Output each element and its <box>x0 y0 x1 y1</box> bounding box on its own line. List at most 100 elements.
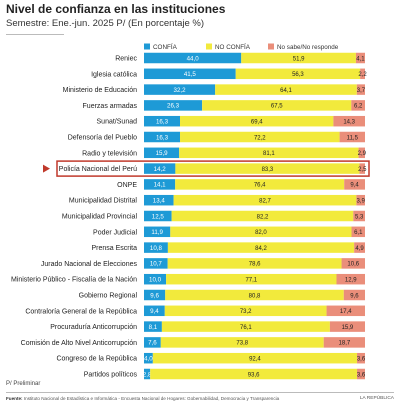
bar-segment-2 <box>150 368 358 380</box>
value-label: 4,0 <box>144 356 153 363</box>
value-label: 44,0 <box>187 55 200 62</box>
category-label: Municipalidad Distrital <box>69 198 138 205</box>
value-label: 82,0 <box>255 230 267 236</box>
bar-segment-3 <box>339 131 365 143</box>
stacked-bar-chart: CONFÍA NO CONFÍA No sabe/No responde Reniec… <box>11 42 370 380</box>
value-label: 82,2 <box>257 214 269 220</box>
footer-divider <box>6 392 394 393</box>
legend-label-3: No sabe/No responde <box>277 44 339 51</box>
value-label: 8,1 <box>149 324 158 331</box>
bar-segment-3 <box>356 194 365 206</box>
footnote: P/ Preliminar <box>6 381 41 387</box>
bar-segment-1 <box>144 289 166 301</box>
bar-segment-2 <box>180 115 334 127</box>
value-label: 10,0 <box>149 277 162 284</box>
bar-segment-1 <box>144 258 168 269</box>
bar-segment-2 <box>167 242 355 253</box>
value-label: 26,3 <box>167 103 180 110</box>
bar-segment-3 <box>355 52 365 64</box>
value-label: 10,7 <box>150 261 163 268</box>
bar-segment-2 <box>175 163 360 174</box>
value-label: 12,9 <box>345 278 357 284</box>
bar-segment-3 <box>341 258 365 269</box>
value-label: 2,5 <box>358 167 367 173</box>
bar-segment-1 <box>144 115 181 127</box>
bar-segment-1 <box>144 84 216 95</box>
value-label: 41,5 <box>184 71 197 78</box>
value-label: 51,9 <box>293 56 305 62</box>
bar-segment-1 <box>144 68 236 80</box>
category-label: Defensoría del Pueblo <box>68 135 137 142</box>
value-label: 2,9 <box>358 151 367 157</box>
bar-segment-3 <box>344 179 365 190</box>
value-label: 78,6 <box>249 262 261 268</box>
bar-segment-2 <box>164 305 327 317</box>
bar-segment-3 <box>323 337 365 348</box>
bar-segment-3 <box>353 210 365 222</box>
value-label: 83,3 <box>262 167 274 173</box>
legend-swatch-1 <box>144 43 150 50</box>
legend-swatch-3 <box>268 43 274 50</box>
legend-swatch-2 <box>206 43 212 50</box>
bar-segment-3 <box>359 163 366 174</box>
bar-segment-1 <box>144 321 162 332</box>
category-label: Prensa Escrita <box>91 245 137 252</box>
bar-segment-3 <box>357 352 365 364</box>
bar-segment-1 <box>144 194 174 206</box>
category-label: Fuerzas armadas <box>83 103 138 110</box>
value-label: 15,9 <box>342 325 354 331</box>
bar-segment-1 <box>144 337 161 348</box>
value-label: 56,3 <box>292 72 304 78</box>
category-label: Iglesia católica <box>91 71 137 78</box>
legend-label-1: CONFÍA <box>153 42 178 51</box>
chart-subtitle: Semestre: Ene.-jun. 2025 P/ (En porcenta… <box>6 18 205 29</box>
bar-segment-1 <box>144 147 180 159</box>
value-label: 17,4 <box>340 309 352 315</box>
bar-segment-2 <box>175 179 345 190</box>
value-label: 14,2 <box>154 166 167 173</box>
bar-segment-3 <box>333 115 365 127</box>
category-label: Procuraduría Anticorrupción <box>50 324 137 331</box>
value-label: 11,5 <box>347 135 359 141</box>
bar-segment-1 <box>144 226 171 238</box>
value-label: 7,6 <box>148 340 157 347</box>
category-label: Ministerio de Educación <box>63 87 137 94</box>
value-label: 5,3 <box>355 214 364 220</box>
value-label: 16,3 <box>156 119 169 126</box>
value-label: 15,9 <box>156 150 169 157</box>
value-label: 72,2 <box>254 135 266 141</box>
highlight-arrow-icon <box>43 164 50 173</box>
bar-segment-1 <box>144 242 168 253</box>
value-label: 76,4 <box>254 183 266 189</box>
chart-title: Nivel de confianza en las instituciones <box>6 2 226 16</box>
value-label: 67,5 <box>271 104 283 110</box>
bar-segment-2 <box>167 258 342 269</box>
category-label: Comisión de Alto Nivel Anticorrupción <box>21 340 137 347</box>
category-label: Jurado Nacional de Elecciones <box>41 261 138 268</box>
bar-segment-3 <box>329 321 365 332</box>
bar-segment-3 <box>336 273 365 285</box>
value-label: 9,6 <box>350 293 359 299</box>
value-label: 2,8 <box>143 371 152 378</box>
bar-segment-3 <box>358 147 365 159</box>
bar-segment-2 <box>152 352 358 364</box>
value-label: 93,6 <box>248 372 260 378</box>
value-label: 9,6 <box>150 292 159 299</box>
category-label: Congreso de la República <box>56 356 137 363</box>
value-label: 77,1 <box>245 278 257 284</box>
value-label: 82,7 <box>259 199 271 205</box>
value-label: 80,8 <box>249 293 261 299</box>
value-label: 73,8 <box>236 341 248 347</box>
bar-segment-1 <box>144 100 203 111</box>
value-label: 11,9 <box>151 229 163 236</box>
highlight-box <box>56 160 370 177</box>
category-label: Poder Judicial <box>93 229 137 236</box>
category-label: Reniec <box>115 56 137 63</box>
value-label: 14,3 <box>343 120 355 126</box>
value-label: 9,4 <box>150 308 159 315</box>
value-label: 81,1 <box>263 151 275 157</box>
category-label: Gobierno Regional <box>79 293 138 300</box>
value-label: 6,2 <box>354 104 363 110</box>
value-label: 3,7 <box>357 88 366 94</box>
bar-segment-3 <box>357 368 365 380</box>
